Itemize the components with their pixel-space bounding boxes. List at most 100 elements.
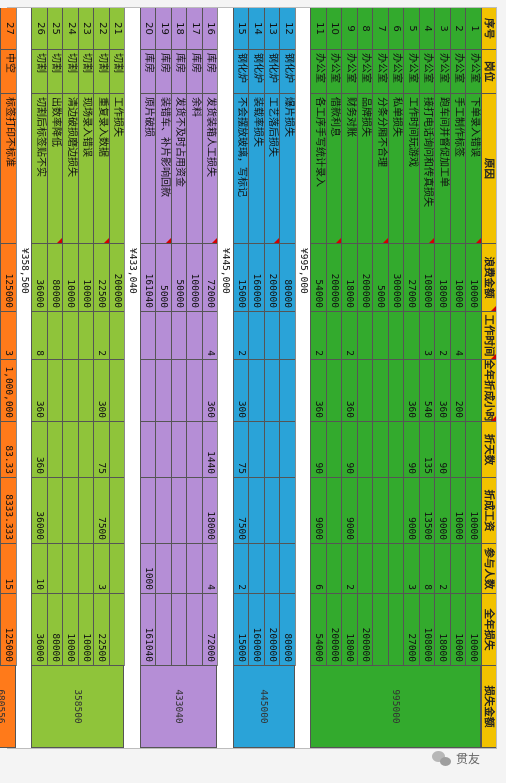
table-cell: 重复录入数据 [93,94,109,244]
table-cell: 5000 [155,244,171,312]
table-cell [372,594,388,666]
table-cell [171,360,187,422]
subtotal-spacer [217,8,233,244]
group-loss-value: 680556 [0,689,6,724]
table-cell: 钢化炉 [248,50,264,94]
table-cell: 200000 [357,594,373,666]
table-cell: 1388.89 [0,422,1,478]
table-cell: 钢化炉 [264,50,280,94]
header-row: 序号 岗位 原因 浪费金额 工作时间 全年折成小时 折天数 折成工资 参与人数 全年损失 损失金额 [481,8,496,748]
table-row: 7 办公室 分条分厢不合理 5000 [372,8,388,748]
table-cell: 8 [419,544,435,594]
table-cell: 2 [434,312,450,360]
table-cell: 200000 [357,244,373,312]
table-cell: 钢化炉 [233,50,249,94]
table-cell: 22500 [93,244,109,312]
table-cell: 80000 [47,244,63,312]
table-cell: 工作时间玩游戏 [403,94,419,244]
table-cell: 4 [450,312,466,360]
table-row: 13 钢化炉 工艺落后损失 200000 200000 [264,8,280,748]
table-cell [171,594,187,666]
table-cell: 库房 [171,50,187,94]
table-cell: 4 [419,8,435,50]
column-header: 折成工资 [481,478,496,544]
table-cell: 10000 [465,594,481,666]
table-row: 25 切割 出数率降低 80000 80000 [47,8,63,748]
table-cell [186,422,202,478]
table-cell: 80000 [47,594,63,666]
table-cell: 108000 [419,594,435,666]
table-cell: 中空 [0,50,1,94]
table-cell: 360 [31,422,47,478]
subtotal-value: ¥358,500 [16,244,32,666]
table-row: 1 办公室 下单录入错误 10000 10000 10000 [465,8,481,748]
table-cell: 爆片损失 [279,94,295,244]
table-cell [109,544,125,594]
table-cell: 3 [93,544,109,594]
table-cell [357,360,373,422]
table-cell: 15 [0,544,16,594]
table-cell: 14 [248,8,264,50]
table-cell [109,422,125,478]
subtotal-row: ¥433,040 [124,8,140,748]
column-header: 岗位 [481,50,496,94]
table-cell [248,312,264,360]
table-cell: 10000 [78,594,94,666]
column-header: 损失金额 [481,666,496,748]
table-cell: 办公室 [434,50,450,94]
table-cell [372,422,388,478]
column-header: 浪费金额 [481,244,496,312]
table-cell: 90 [310,422,326,478]
table-cell: 5 [0,312,1,360]
column-header: 全年损失 [481,594,496,666]
table-cell: 2 [341,312,357,360]
table-cell: 10000 [450,594,466,666]
watermark: 贯友 [432,750,480,767]
table-cell: 108000 [419,244,435,312]
table-cell: 54000 [310,244,326,312]
table-cell [326,544,342,594]
table-cell [155,360,171,422]
table-cell: 财务对账 [341,94,357,244]
table-cell: 540 [419,360,435,422]
table-cell: 50000 [171,244,187,312]
table-cell: 品牌损失 [357,94,373,244]
table-cell: 27000 [403,244,419,312]
table-cell [326,312,342,360]
table-cell: 80000 [279,594,295,666]
subtotal-value: ¥433,040 [124,244,140,666]
table-cell: 10000 [465,478,481,544]
table-cell: 23 [78,8,94,50]
table-cell: 1 [465,8,481,50]
table-cell: 10000 [465,244,481,312]
table-row: 4 办公室 接打电话询问和传真损失 108000 3 540 135 13500 8 108000 [419,8,435,748]
table-cell: 19 [155,8,171,50]
table-row: 15 钢化炉 不会摆放玻璃，写标记 15000 2 300 75 7500 2 15000 [233,8,249,748]
table-cell: 4 [202,544,218,594]
table-cell [155,422,171,478]
table-row: 17 库房 余料 100000 [186,8,202,748]
group-loss-value: 358500 [72,689,84,724]
table-cell: 6 [388,8,404,50]
table-cell: 17 [186,8,202,50]
subtotal-spacer [124,8,140,244]
table-cell [264,312,280,360]
table-row: 8 办公室 品牌损失 200000 200000 [357,8,373,748]
table-cell [78,478,94,544]
table-cell: 不会摆放玻璃，写标记 [233,94,249,244]
table-cell: 2 [233,312,249,360]
table-cell: 5 [403,8,419,50]
table-cell: 138888.9 [0,478,1,544]
table-cell: 83.33 [0,422,16,478]
table-cell: 3 [403,544,419,594]
table-cell [186,594,202,666]
table-cell: 27000 [403,594,419,666]
table-row: 22 切割 重复录入数据 22500 2 300 75 7500 3 22500 [93,8,109,748]
table-row: 27 中空 标签打印不标准 125000 3 1,000,000 83.33 8333.333… [0,8,16,748]
table-cell: 配对找片 [0,94,1,244]
table-cell: 11 [310,8,326,50]
table-cell: 125000 [0,594,16,666]
group-loss-total: 680556 [0,666,16,748]
table-cell [465,312,481,360]
